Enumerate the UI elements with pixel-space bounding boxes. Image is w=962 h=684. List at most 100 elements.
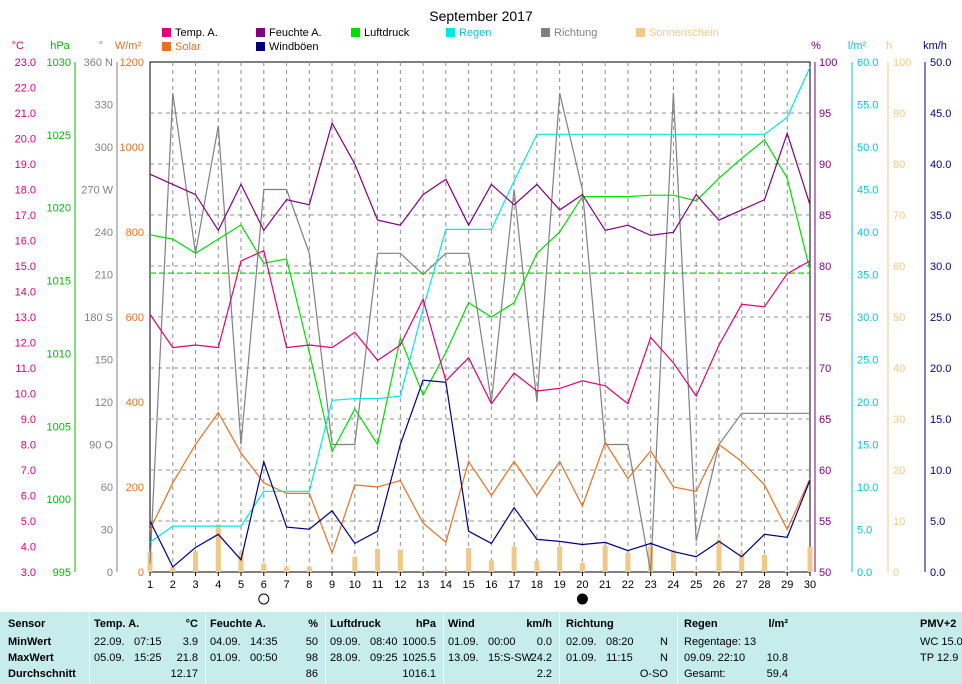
series-feuchte-a- xyxy=(149,121,811,237)
axis-unit-hum: % xyxy=(811,40,821,52)
axis-tick-solar: 400 xyxy=(126,397,144,409)
rain-total-value: 59.4 xyxy=(766,668,788,680)
axis-tick-sun: 70 xyxy=(893,210,905,222)
axis-tick-rain: 15.0 xyxy=(857,440,878,452)
sunshine-bar xyxy=(397,549,403,572)
x-tick-label: 22 xyxy=(622,579,634,591)
pmv-wc: WC 15.0 xyxy=(920,636,962,648)
temp-max-time: 15:25 xyxy=(134,652,162,664)
x-tick-label: 2 xyxy=(170,579,176,591)
axis-tick-temp: 11.0 xyxy=(15,363,36,375)
axis-tick-sun: 20 xyxy=(893,465,905,477)
axis-tick-press: 1025 xyxy=(47,130,71,142)
x-tick-label: 3 xyxy=(192,579,198,591)
axis-tick-sun: 30 xyxy=(893,414,905,426)
wind-avg-value: 2.2 xyxy=(536,668,552,680)
legend-swatch xyxy=(162,42,171,51)
x-tick-label: 1 xyxy=(147,579,153,591)
axis-tick-temp: 20.0 xyxy=(15,134,36,146)
legend-swatch xyxy=(162,28,171,37)
axis-tick-hum: 55 xyxy=(819,516,831,528)
sunshine-bar xyxy=(488,560,494,572)
sunshine-bar xyxy=(693,570,699,572)
axis-tick-sun: 100 xyxy=(893,57,911,69)
axis-tick-press: 1005 xyxy=(47,421,71,433)
dir-min-time: 08:20 xyxy=(606,636,634,648)
axis-tick-wind: 20.0 xyxy=(930,363,951,375)
sunshine-bar xyxy=(170,566,176,572)
axis-tick-rain: 10.0 xyxy=(857,482,878,494)
wind-min-date: 01.09. xyxy=(448,636,479,648)
x-tick-label: 7 xyxy=(283,579,289,591)
sunshine-bar xyxy=(579,562,585,572)
x-tick-label: 5 xyxy=(238,579,244,591)
axis-tick-solar: 1000 xyxy=(120,142,144,154)
axis-tick-rain: 30.0 xyxy=(857,312,878,324)
wind-min-time: 00:00 xyxy=(488,636,516,648)
axis-tick-hum: 65 xyxy=(819,414,831,426)
axis-tick-wind: 45.0 xyxy=(930,108,951,120)
axis-tick-rain: 25.0 xyxy=(857,355,878,367)
axis-tick-press: 995 xyxy=(53,567,71,579)
rain-max-date: 09.09. 22:10 xyxy=(684,652,746,664)
sunshine-bar xyxy=(602,545,608,572)
axis-tick-rain: 20.0 xyxy=(857,397,878,409)
x-tick-label: 18 xyxy=(531,579,543,591)
axis-tick-rain: 45.0 xyxy=(857,185,878,197)
hum-min-time: 14:35 xyxy=(250,636,278,648)
axis-tick-sun: 60 xyxy=(893,261,905,273)
axis-tick-temp: 13.0 xyxy=(15,312,36,324)
axis-tick-temp: 9.0 xyxy=(21,414,36,426)
wind-max-date: 13.09. xyxy=(448,652,479,664)
series-luftdruck xyxy=(149,138,811,454)
legend-label: Regen xyxy=(459,27,491,39)
sunshine-bar xyxy=(193,551,199,572)
legend-label: Solar xyxy=(175,41,201,53)
x-tick-label: 10 xyxy=(349,579,361,591)
axis-tick-solar: 0 xyxy=(138,567,144,579)
stats-hum-col: Feuchte A. % 04.09. 14:35 50 01.09. 00:5… xyxy=(206,612,324,684)
press-min-value: 1000.5 xyxy=(402,636,436,648)
hum-unit: % xyxy=(308,618,318,630)
temp-max-value: 21.8 xyxy=(176,652,198,664)
axis-tick-temp: 19.0 xyxy=(15,159,36,171)
x-tick-label: 4 xyxy=(215,579,221,591)
press-avg-value: 1016.1 xyxy=(402,668,436,680)
hum-avg-value: 86 xyxy=(305,668,318,680)
sunshine-bar xyxy=(625,553,631,572)
axis-tick-rain: 40.0 xyxy=(857,227,878,239)
sunshine-bar xyxy=(739,552,745,572)
sensor-header: Sensor xyxy=(8,618,46,630)
axis-tick-temp: 3.0 xyxy=(21,567,36,579)
legend-swatch xyxy=(446,28,455,37)
legend-label: Windböen xyxy=(269,41,319,53)
axis-headers: °C hPa ° W/m²% l/m² h km/h xyxy=(12,40,947,52)
rain-total-label: Gesamt: xyxy=(684,668,726,680)
press-min-time: 08:40 xyxy=(370,636,398,648)
hum-max-date: 01.09. xyxy=(210,652,241,664)
axis-tick-rain: 35.0 xyxy=(857,270,878,282)
axis-unit-dir: ° xyxy=(99,40,103,52)
sunshine-bar xyxy=(284,566,290,572)
sunshine-bar xyxy=(648,546,654,572)
series-solar xyxy=(149,411,811,555)
axis-tick-temp: 21.0 xyxy=(15,108,36,120)
x-tick-label: 29 xyxy=(781,579,793,591)
axis-tick-sun: 80 xyxy=(893,159,905,171)
press-max-value: 1025.5 xyxy=(402,652,436,664)
x-tick-label: 8 xyxy=(306,579,312,591)
x-tick-label: 11 xyxy=(372,579,383,591)
pmv-tp: TP 12.9 xyxy=(920,652,959,664)
wind-header: Wind xyxy=(448,618,475,630)
sunshine-bar xyxy=(807,546,813,572)
stats-rain-col: Regen l/m² Regentage: 13 09.09. 22:10 10… xyxy=(678,612,794,684)
stats-temp-col: Temp. A. °C 22.09. 07:15 3.9 05.09. 15:2… xyxy=(90,612,204,684)
legend-label: Sonnenschein xyxy=(649,27,719,39)
axis-unit-sun: h xyxy=(886,40,892,52)
axis-tick-wind: 50.0 xyxy=(930,57,951,69)
plot-area: 1 2 3 4 5 6 7 8 9 10 11 12 13 14 15 16 17 18 19 20 21 22 23 24 2… xyxy=(147,61,816,605)
x-tick-label: 27 xyxy=(736,579,748,591)
row-label-min: MinWert xyxy=(8,636,52,648)
x-tick-label: 28 xyxy=(758,579,770,591)
press-header: Luftdruck xyxy=(330,618,381,630)
